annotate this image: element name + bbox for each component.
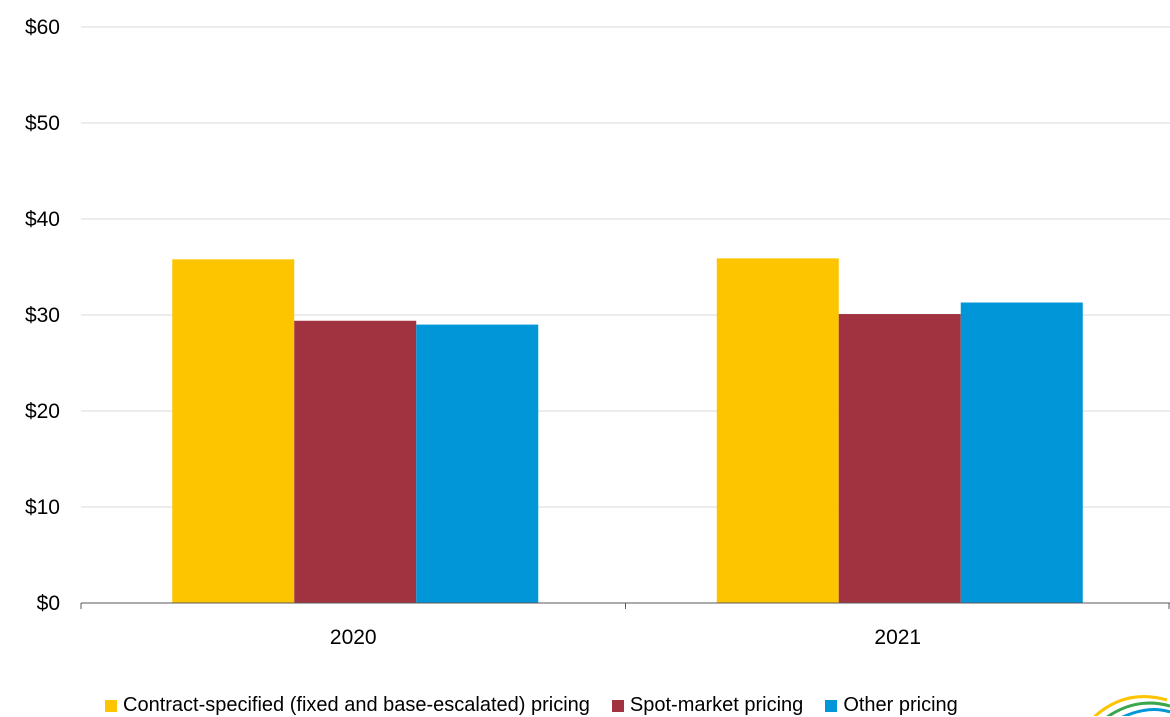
legend-item: Contract-specified (fixed and base-escal… bbox=[105, 694, 590, 717]
legend: Contract-specified (fixed and base-escal… bbox=[105, 694, 980, 717]
legend-label: Spot-market pricing bbox=[629, 694, 804, 716]
bars bbox=[172, 258, 1083, 603]
x-tick-label: 2021 bbox=[874, 626, 921, 649]
y-tick-label: $20 bbox=[25, 400, 60, 423]
bar bbox=[716, 258, 839, 603]
bar bbox=[294, 320, 417, 603]
legend-item: Spot-market pricing bbox=[611, 694, 804, 717]
x-tick-label: 2020 bbox=[330, 626, 377, 649]
y-tick-label: $10 bbox=[25, 496, 60, 519]
legend-label: Contract-specified (fixed and base-escal… bbox=[123, 694, 590, 716]
y-tick-label: $50 bbox=[25, 112, 60, 135]
bar bbox=[172, 259, 295, 603]
legend-swatch bbox=[825, 699, 838, 712]
y-axis-tick-labels: $0 $10 $20 $30 $40 $50 $60 bbox=[25, 16, 60, 615]
y-tick-label: $40 bbox=[25, 208, 60, 231]
legend-swatch bbox=[611, 699, 624, 712]
x-axis: 2020 2021 bbox=[80, 602, 1170, 649]
y-tick-label: $0 bbox=[37, 592, 60, 615]
legend-item: Other pricing bbox=[825, 694, 958, 717]
bar bbox=[960, 302, 1083, 603]
legend-label: Other pricing bbox=[843, 694, 958, 716]
legend-swatch bbox=[105, 699, 117, 712]
bar bbox=[416, 324, 539, 603]
eia-logo bbox=[1085, 692, 1170, 716]
y-tick-label: $30 bbox=[25, 304, 60, 327]
bar bbox=[838, 314, 961, 603]
y-tick-label: $60 bbox=[25, 16, 60, 39]
